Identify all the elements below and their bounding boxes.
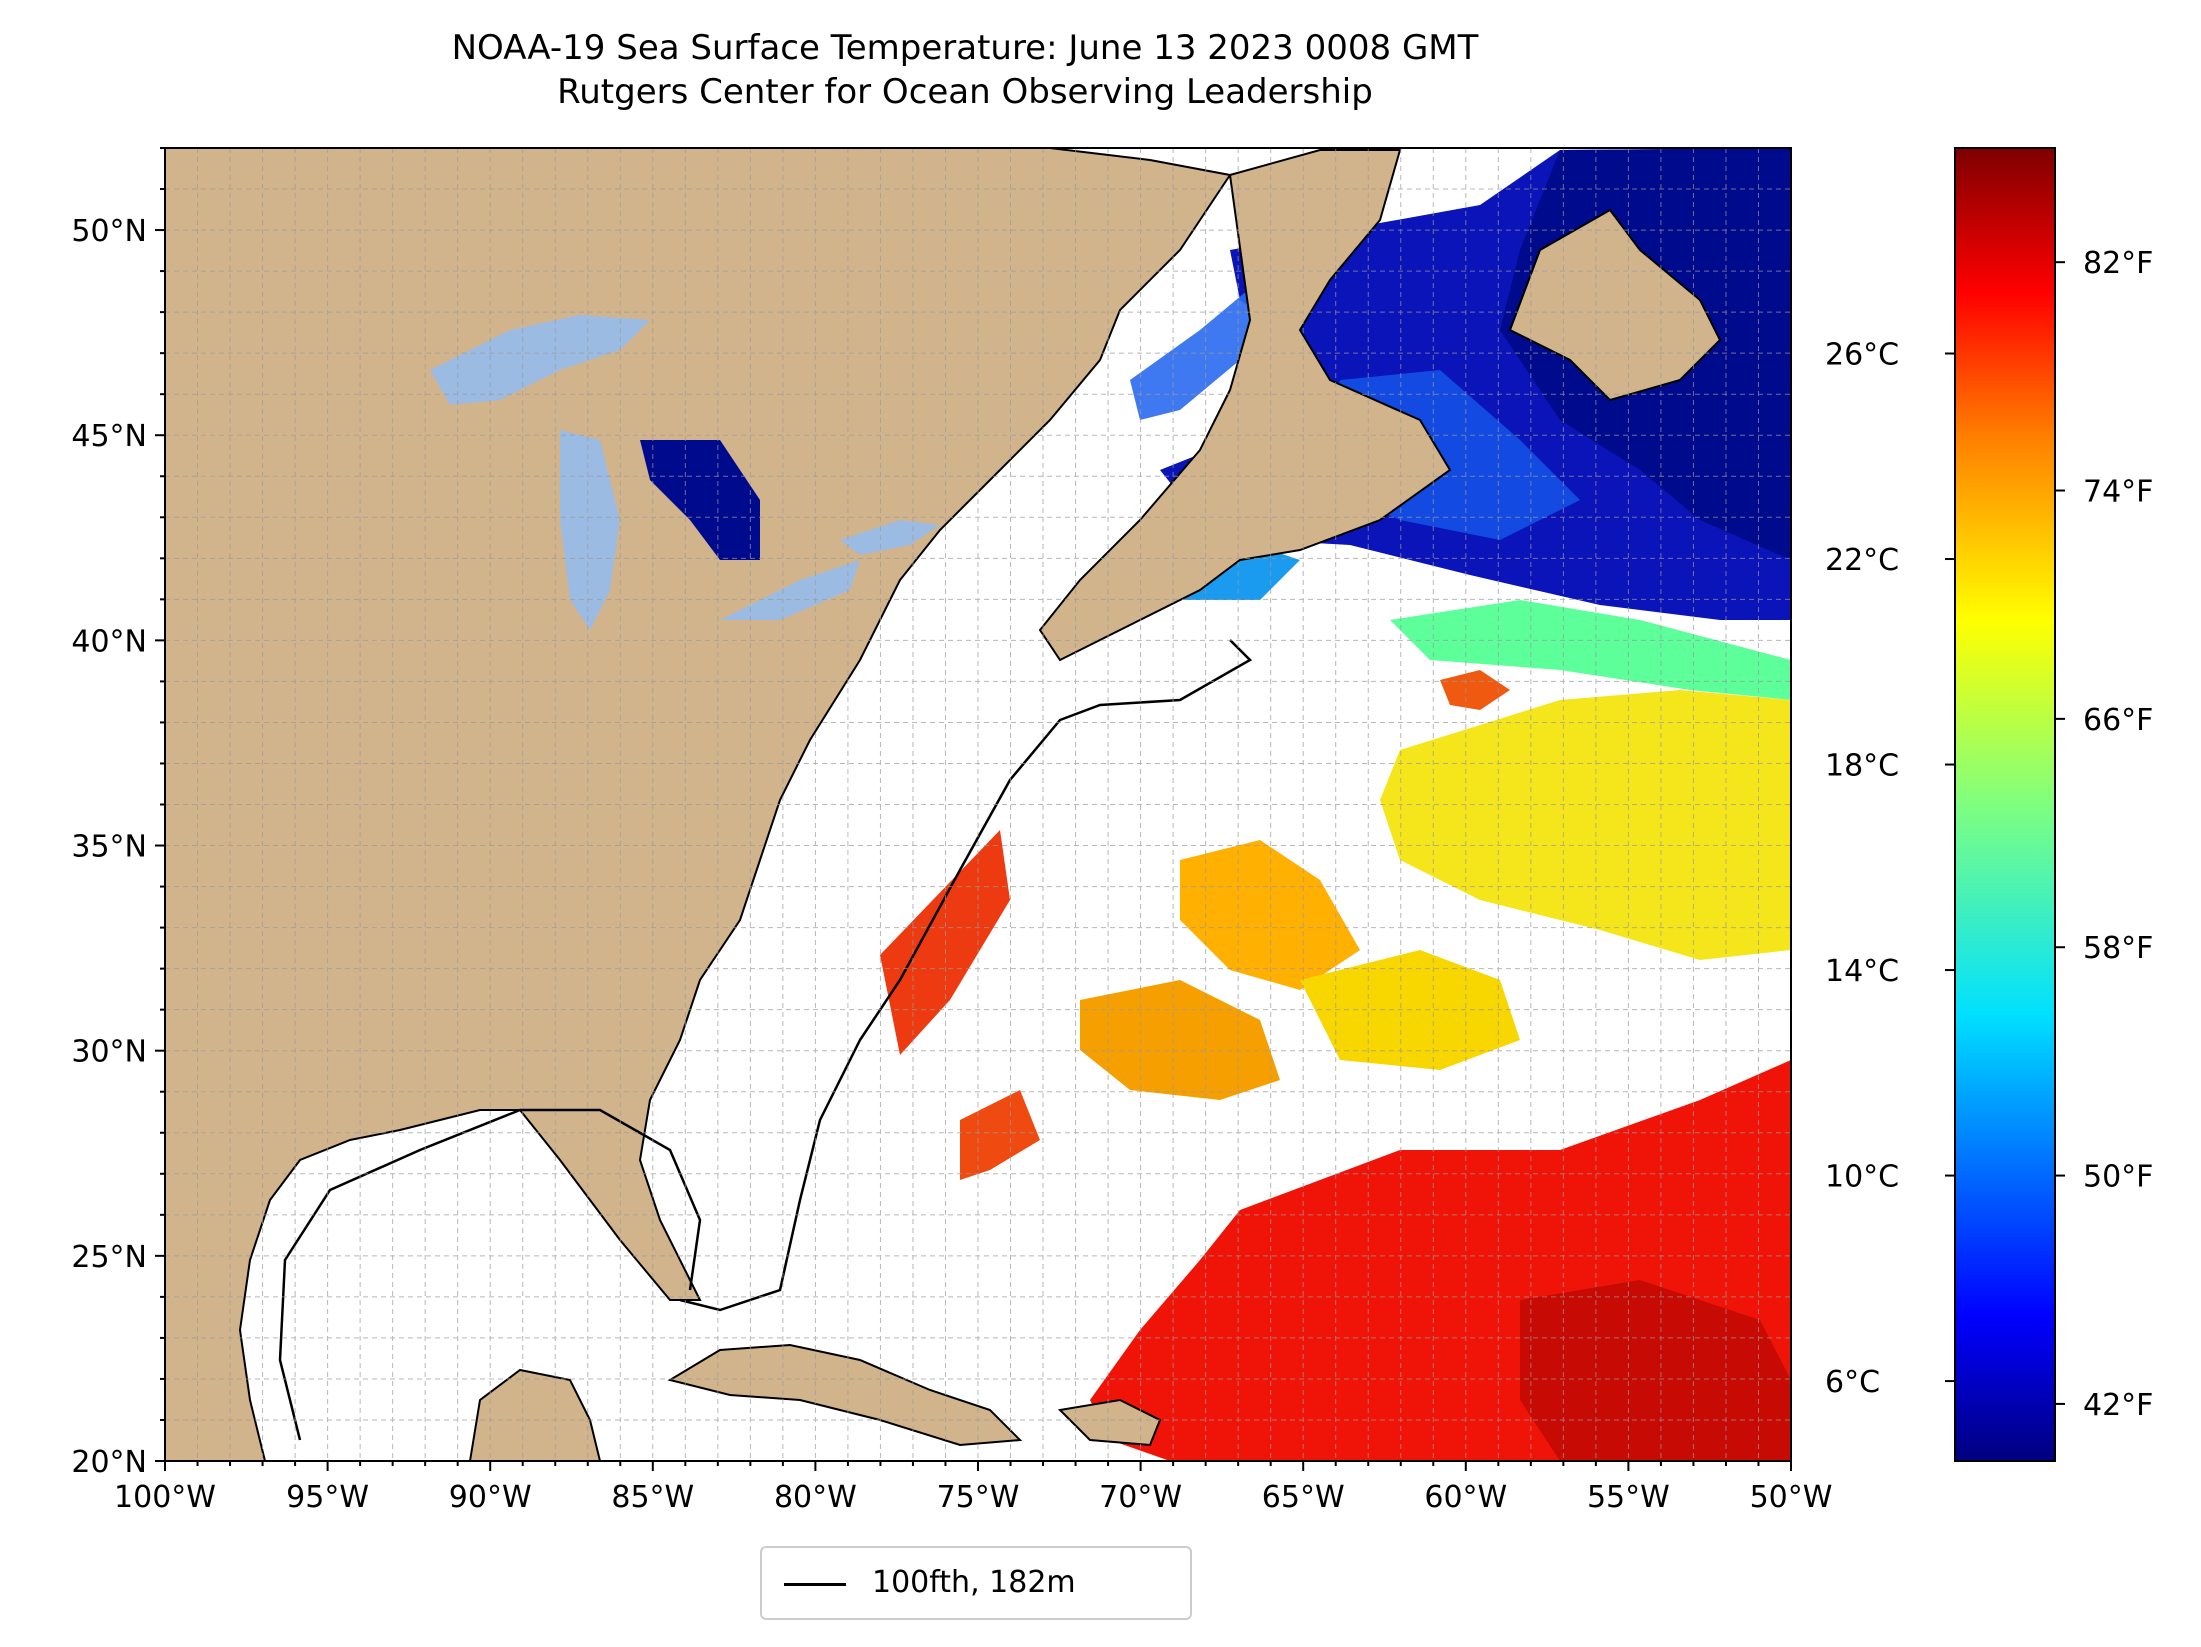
lat-tick-label: 45°N [71,419,147,454]
colorbar-c-label: 22°C [1825,543,1899,578]
lake-ontario [840,520,940,555]
colorbar-f-label: 58°F [2083,931,2153,966]
colorbar-f-label: 42°F [2083,1388,2153,1423]
lon-tick-label: 95°W [286,1480,369,1515]
great-lakes [430,315,940,630]
legend-line-swatch [784,1583,846,1586]
lon-tick-label: 60°W [1424,1480,1507,1515]
colorbar-f-label: 74°F [2083,475,2153,510]
colorbar-ticks [1945,261,2065,1405]
lake-superior [430,315,650,405]
colorbar-c-label: 10°C [1825,1160,1899,1195]
sst-hot-core [1440,670,1510,710]
axis-ticks [155,147,1792,1471]
lake-michigan [560,430,620,630]
gridlines [165,148,1791,1461]
colorbar-c-label: 6°C [1825,1365,1880,1400]
lon-tick-label: 70°W [1099,1480,1182,1515]
sst-green-band [1390,600,1791,700]
sst-orange-patch-1 [1180,840,1360,990]
land-atlantic-canada [1038,149,1452,662]
colorbar [1954,147,2056,1462]
sst-red-south-dark [1520,1280,1791,1461]
map-title: NOAA-19 Sea Surface Temperature: June 13… [0,26,1930,114]
lat-tick-label: 40°N [71,624,147,659]
colorbar-labels: 42°F 50°F 58°F 66°F 74°F 82°F 6°C 10°C 14°C 18°C 2… [1825,246,2153,1423]
colorbar-c-label: 14°C [1825,954,1899,989]
lon-tick-label: 75°W [937,1480,1020,1515]
lat-tick-label: 50°N [71,214,147,249]
sst-yellow-band [1380,690,1791,960]
lake-erie [720,560,860,620]
lat-tick-label: 35°N [71,830,147,865]
lake-huron [640,440,760,560]
colorbar-f-label: 66°F [2083,703,2153,738]
lon-tick-label: 90°W [449,1480,532,1515]
lon-tick-label: 55°W [1587,1480,1670,1515]
lat-tick-label: 30°N [71,1035,147,1070]
lon-tick-label: 85°W [611,1480,694,1515]
map-area [165,148,1791,1461]
lon-tick-label: 65°W [1262,1480,1345,1515]
land-yucatan [468,1368,602,1461]
title-line-1: NOAA-19 Sea Surface Temperature: June 13… [451,28,1479,68]
colorbar-f-label: 82°F [2083,246,2153,281]
title-line-2: Rutgers Center for Ocean Observing Leade… [557,72,1373,112]
lon-tick-label: 100°W [114,1480,216,1515]
colorbar-f-label: 50°F [2083,1160,2153,1195]
lon-tick-label: 50°W [1750,1480,1833,1515]
colorbar-c-label: 26°C [1825,338,1899,373]
land-hispaniola [1057,1398,1162,1447]
legend-label: 100fth, 182m [872,1565,1076,1600]
lon-tick-label: 80°W [774,1480,857,1515]
lat-tick-label: 20°N [71,1445,147,1480]
sst-red-patch-1 [960,1090,1040,1180]
map-legend: 100fth, 182m [760,1546,1192,1620]
lat-tick-label: 25°N [71,1240,147,1275]
colorbar-c-label: 18°C [1825,749,1899,784]
axis-labels: 100°W 95°W 90°W 85°W 80°W 75°W 70°W 65°W 60°W 55°… [71,214,1832,1515]
